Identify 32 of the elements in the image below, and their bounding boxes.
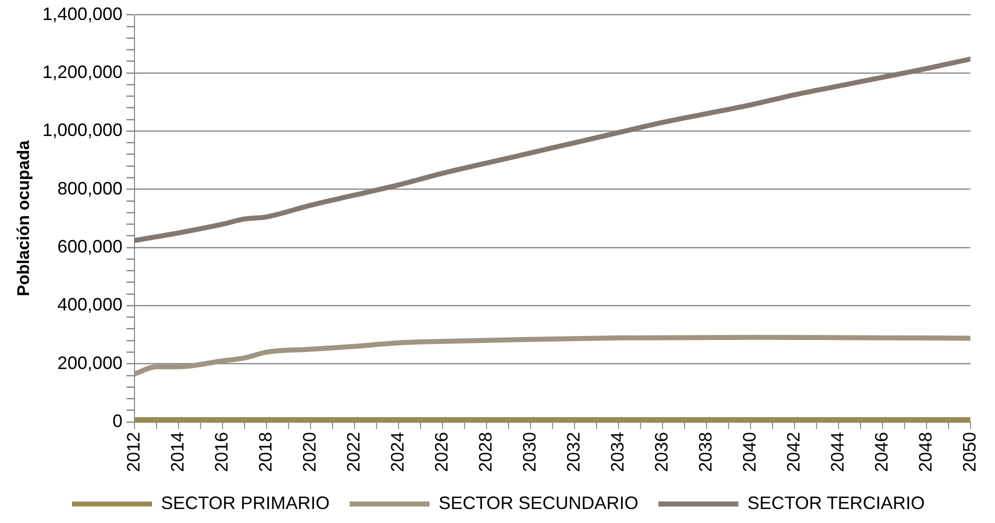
- legend-label: SECTOR SECUNDARIO: [438, 492, 638, 513]
- legend-label: SECTOR PRIMARIO: [160, 492, 330, 513]
- y-tick-label: 200,000: [57, 352, 122, 373]
- x-tick-label: 2032: [563, 432, 584, 472]
- x-tick-label: 2034: [607, 432, 628, 472]
- legend-label: SECTOR TERCIARIO: [747, 492, 925, 513]
- x-tick-label: 2030: [519, 432, 540, 472]
- x-tick-label: 2012: [123, 432, 144, 472]
- y-tick-label: 0: [112, 410, 122, 431]
- y-tick-label: 400,000: [57, 294, 122, 315]
- x-tick-label: 2022: [343, 432, 364, 472]
- y-tick-label: 1,200,000: [42, 62, 122, 82]
- y-tick-label: 600,000: [57, 236, 122, 256]
- x-tick-label: 2018: [255, 432, 276, 472]
- x-tick-label: 2024: [387, 432, 408, 472]
- y-axis-title: Población ocupada: [14, 140, 33, 296]
- x-tick-label: 2038: [695, 432, 716, 472]
- x-tick-label: 2050: [959, 432, 980, 472]
- x-tick-label: 2020: [299, 432, 320, 472]
- y-tick-label: 1,000,000: [42, 120, 122, 140]
- x-tick-label: 2046: [871, 432, 892, 472]
- x-tick-label: 2036: [651, 432, 672, 472]
- x-tick-label: 2048: [915, 432, 936, 472]
- x-tick-label: 2044: [827, 432, 848, 472]
- x-tick-label: 2028: [475, 432, 496, 472]
- y-tick-label: 800,000: [57, 178, 122, 198]
- y-tick-label: 1,400,000: [42, 4, 122, 24]
- x-tick-label: 2042: [783, 432, 804, 472]
- x-tick-label: 2016: [211, 432, 232, 472]
- x-tick-label: 2014: [167, 432, 188, 472]
- x-tick-label: 2040: [739, 432, 760, 472]
- x-tick-label: 2026: [431, 432, 452, 472]
